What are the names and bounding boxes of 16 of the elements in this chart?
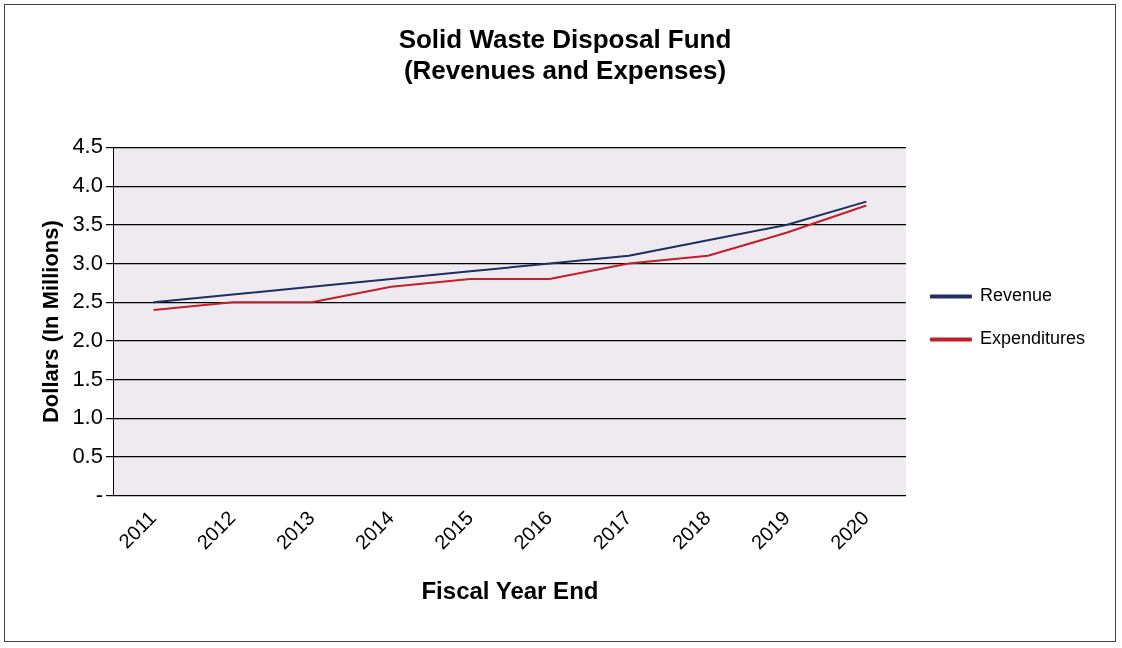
y-tick-label: 3.5 [72,210,103,236]
y-tick-label: 1.0 [72,404,103,430]
y-tick-label: 4.5 [72,133,103,159]
legend-label: Expenditures [979,328,1086,349]
y-tick-label: 0.5 [72,443,103,469]
x-axis-title: Fiscal Year End [421,577,599,605]
y-axis-title: Dollars (In Millions) [38,220,64,424]
y-tick-label: 3.0 [72,249,103,275]
y-tick-label: 2.0 [72,327,103,352]
legend-label: Revenue [979,285,1052,306]
y-tick-label: - [95,481,103,507]
text: Solid Waste Disposal Fund [398,23,732,54]
y-tick-label: 2.5 [72,288,103,314]
text: (Revenues and Expenses) [403,54,727,85]
y-tick-label: 4.0 [72,172,103,198]
y-tick-label: 1.5 [72,365,103,391]
